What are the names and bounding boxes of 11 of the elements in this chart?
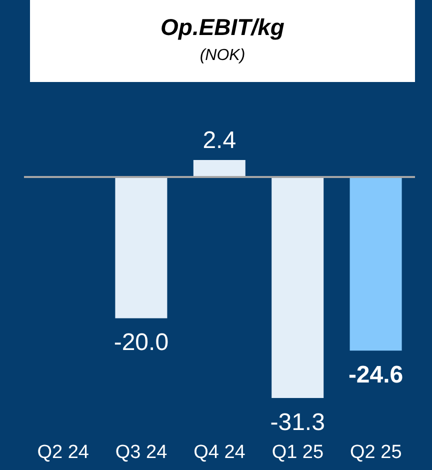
x-tick-label: Q4 24 <box>194 442 246 463</box>
data-label: -31.3 <box>270 409 325 436</box>
data-label: -24.6 <box>348 362 404 389</box>
x-tick-label: Q2 25 <box>350 442 402 463</box>
data-label: 2.4 <box>202 127 236 154</box>
x-tick-label: Q2 24 <box>37 442 90 463</box>
x-tick-label: Q1 25 <box>272 442 324 463</box>
x-tick-label: Q3 24 <box>115 442 168 463</box>
chart-subtitle: (NOK) <box>198 47 246 65</box>
chart-title: Op.EBIT/kg <box>160 14 286 41</box>
data-label: -20.0 <box>114 329 169 356</box>
